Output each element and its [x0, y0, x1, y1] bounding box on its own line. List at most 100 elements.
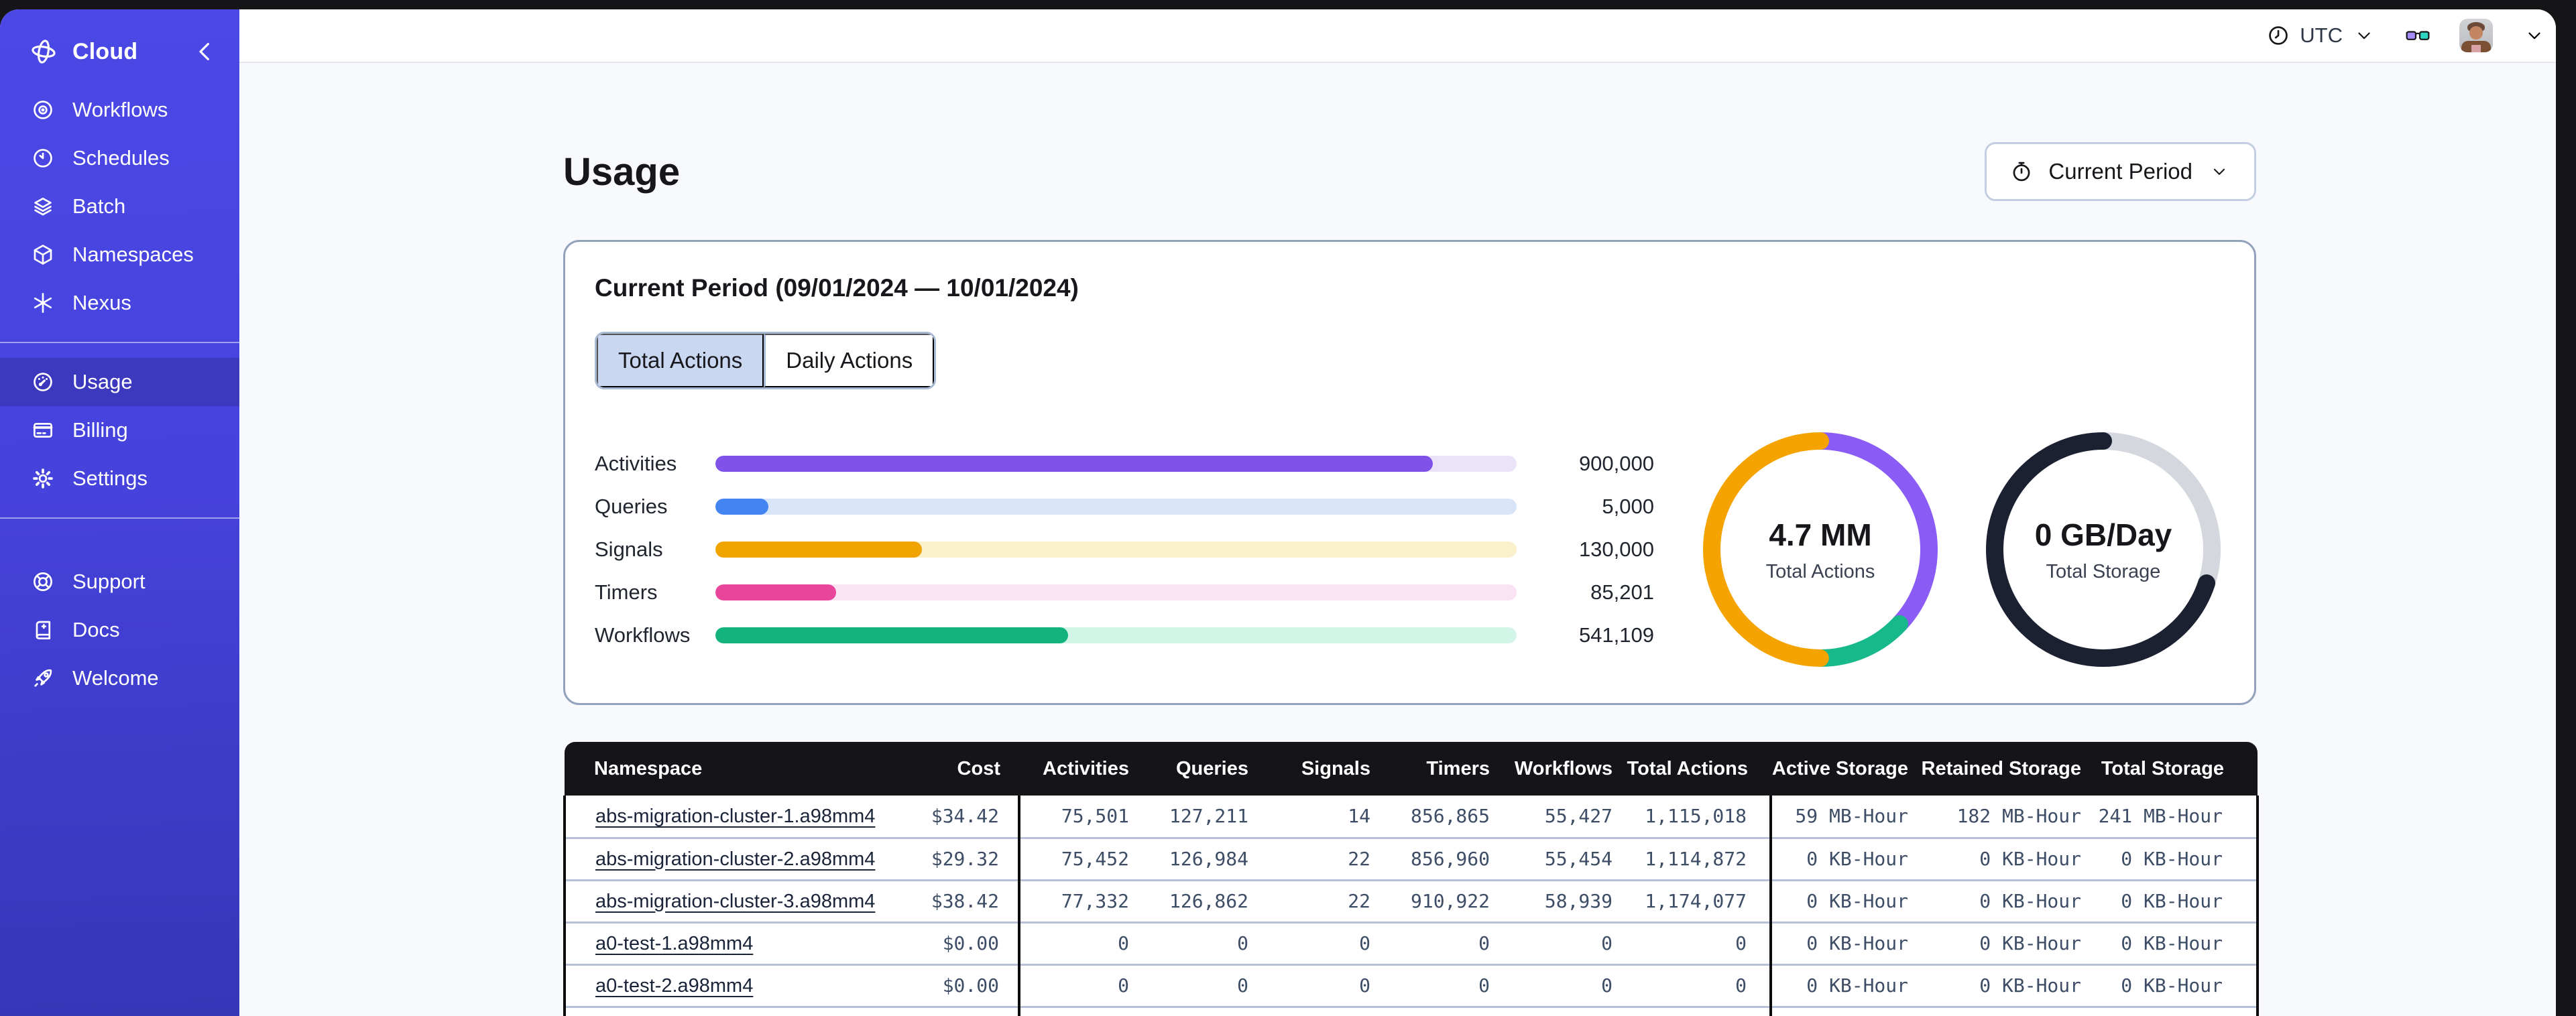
value-cell: 0 — [1254, 964, 1376, 1008]
namespace-link[interactable]: a0-test-2.a98mm4 — [595, 974, 754, 997]
period-button-label: Current Period — [2048, 159, 2192, 184]
bar-track — [715, 456, 1517, 472]
page-title: Usage — [563, 149, 681, 194]
sidebar-item-workflows[interactable]: Workflows — [0, 86, 239, 134]
namespace-cell: bk-worker-test.a98mm4 — [563, 1007, 873, 1016]
value-cell: 0 KB-Hour — [1914, 922, 2087, 966]
column-header-timers: Timers — [1376, 742, 1495, 796]
value-cell: 0 — [1618, 964, 1771, 1008]
value-cell: 0 KB-Hour — [1769, 964, 1914, 1008]
namespace-link[interactable]: abs-migration-cluster-2.a98mm4 — [595, 848, 876, 870]
value-cell: 0 KB-Hour — [1769, 1007, 1914, 1016]
account-menu-chevron-icon[interactable] — [2522, 25, 2546, 46]
batch-icon — [31, 194, 55, 218]
namespace-cell: a0-test-2.a98mm4 — [563, 964, 873, 1008]
actions-bar-chart: Activities 900,000 Queries 5,000 Signals 130,… — [595, 442, 1654, 657]
bar-track — [715, 542, 1517, 558]
sidebar-collapse-button[interactable] — [191, 38, 219, 66]
bar-value: 900,000 — [1578, 452, 1654, 475]
glasses-icon[interactable] — [2406, 24, 2430, 47]
value-cell: 0 — [1495, 922, 1618, 966]
value-cell: 14 — [1254, 796, 1376, 839]
sidebar-item-docs[interactable]: Docs — [0, 606, 239, 654]
sidebar-item-label: Schedules — [72, 146, 170, 170]
value-cell: 126,862 — [1134, 880, 1254, 924]
namespace-link[interactable]: abs-migration-cluster-1.a98mm4 — [595, 805, 876, 827]
donut-total-storage: 0 GB/Day Total Storage — [1986, 432, 2221, 667]
table-row: a0-test-2.a98mm4 $0.00 0 0 0 0 0 0 0 KB-Hour 0 KB… — [563, 964, 2259, 1008]
column-header-namespace: Namespace — [565, 742, 873, 796]
usage-icon — [31, 370, 55, 394]
bar-row-signals: Signals 130,000 — [595, 528, 1654, 571]
donut-value: 0 GB/Day — [2034, 517, 2172, 552]
column-header-activities: Activities — [1019, 742, 1134, 796]
temporal-logo-icon — [30, 38, 58, 66]
tab-daily-actions[interactable]: Daily Actions — [764, 334, 935, 387]
value-cell: $0.00 — [873, 964, 1019, 1008]
donut-caption: Total Actions — [1765, 560, 1875, 582]
bar-row-activities: Activities 900,000 — [595, 442, 1654, 485]
sidebar-item-label: Support — [72, 570, 145, 593]
value-cell: 241 MB-Hour — [2087, 796, 2259, 839]
namespace-link[interactable]: abs-migration-cluster-3.a98mm4 — [595, 890, 876, 912]
bar-fill — [715, 627, 1068, 643]
bar-track — [715, 627, 1517, 643]
column-header-cost: Cost — [873, 742, 1019, 796]
chevron-down-icon — [2352, 25, 2376, 46]
value-cell: 0 KB-Hour — [2087, 838, 2259, 881]
bar-value: 130,000 — [1578, 537, 1654, 561]
value-cell: 22 — [1254, 838, 1376, 881]
value-cell: 0 KB-Hour — [1914, 838, 2087, 881]
sidebar-item-billing[interactable]: Billing — [0, 406, 239, 454]
usage-summary-card: Current Period (09/01/2024 — 10/01/2024)… — [563, 240, 2256, 705]
value-cell: 0 — [1376, 964, 1495, 1008]
value-cell: 1,115,018 — [1618, 796, 1771, 839]
sidebar-item-namespaces[interactable]: Namespaces — [0, 231, 239, 279]
bar-value: 5,000 — [1602, 495, 1654, 518]
sidebar-item-label: Settings — [72, 466, 148, 490]
value-cell: 1 — [1495, 1007, 1618, 1016]
value-cell: 0 KB-Hour — [1914, 880, 2087, 924]
table-row: bk-worker-test.a98mm4$0.000000110 KB-Hou… — [563, 1007, 2259, 1016]
sidebar-item-label: Billing — [72, 418, 128, 442]
value-cell: $0.00 — [873, 1007, 1019, 1016]
value-cell: 0 KB-Hour — [2087, 922, 2259, 966]
column-header-signals: Signals — [1254, 742, 1376, 796]
donut-value: 4.7 MM — [1769, 517, 1872, 552]
sidebar-item-nexus[interactable]: Nexus — [0, 279, 239, 327]
sidebar-item-label: Usage — [72, 370, 133, 393]
value-cell: 0 KB-Hour — [2087, 1007, 2259, 1016]
bar-fill — [715, 499, 768, 515]
value-cell: 1 — [1618, 1007, 1771, 1016]
sidebar-item-welcome[interactable]: Welcome — [0, 654, 239, 702]
table-row: a0-test-1.a98mm4 $0.00 0 0 0 0 0 0 0 KB-Hour 0 KB… — [563, 922, 2259, 966]
tab-total-actions[interactable]: Total Actions — [597, 334, 764, 387]
sidebar-item-usage[interactable]: Usage — [0, 358, 239, 406]
value-cell: 0 — [1254, 922, 1376, 966]
sidebar-item-label: Welcome — [72, 666, 159, 690]
value-cell: 0 — [1134, 922, 1254, 966]
bar-label: Activities — [595, 452, 677, 475]
sidebar-item-support[interactable]: Support — [0, 558, 239, 606]
bar-row-workflows: Workflows 541,109 — [595, 614, 1654, 657]
value-cell: 0 — [1134, 1007, 1254, 1016]
bar-fill — [715, 584, 837, 600]
value-cell: 75,501 — [1018, 796, 1134, 839]
sidebar-item-schedules[interactable]: Schedules — [0, 134, 239, 182]
period-selector-button[interactable]: Current Period — [1985, 142, 2256, 201]
sidebar-item-settings[interactable]: Settings — [0, 454, 239, 503]
value-cell: $34.42 — [873, 796, 1019, 839]
namespace-link[interactable]: a0-test-1.a98mm4 — [595, 932, 754, 954]
bar-label: Signals — [595, 537, 663, 561]
value-cell: 22 — [1254, 880, 1376, 924]
value-cell: 0 — [1495, 964, 1618, 1008]
donut-caption: Total Storage — [2046, 560, 2161, 582]
timezone-selector[interactable]: UTC — [2266, 23, 2376, 48]
avatar[interactable] — [2459, 19, 2493, 52]
value-cell: 127,211 — [1134, 796, 1254, 839]
sidebar: Cloud Workflows Schedules Batch Namespaces N… — [0, 9, 239, 1016]
sidebar-divider — [0, 342, 239, 343]
sidebar-item-batch[interactable]: Batch — [0, 182, 239, 231]
bar-fill — [715, 456, 1433, 472]
bar-label: Queries — [595, 495, 668, 518]
